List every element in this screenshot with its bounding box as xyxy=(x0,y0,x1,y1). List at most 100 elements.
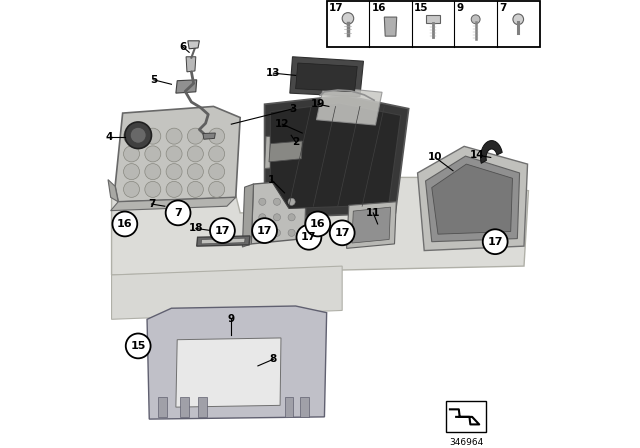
Text: 13: 13 xyxy=(266,68,281,78)
Polygon shape xyxy=(352,207,390,243)
Circle shape xyxy=(342,13,354,24)
Polygon shape xyxy=(296,63,357,92)
Text: 4: 4 xyxy=(106,133,113,142)
FancyBboxPatch shape xyxy=(326,1,540,47)
Circle shape xyxy=(130,127,146,143)
Text: 17: 17 xyxy=(335,228,350,238)
Polygon shape xyxy=(347,202,396,248)
Circle shape xyxy=(124,164,140,180)
Circle shape xyxy=(188,128,204,144)
Polygon shape xyxy=(252,180,307,244)
Text: 16: 16 xyxy=(117,219,132,229)
Circle shape xyxy=(288,214,295,221)
Circle shape xyxy=(288,229,295,237)
Circle shape xyxy=(125,122,152,149)
Polygon shape xyxy=(186,57,196,72)
Circle shape xyxy=(209,146,225,162)
Circle shape xyxy=(210,218,235,243)
Text: 15: 15 xyxy=(131,341,146,351)
Polygon shape xyxy=(188,41,200,49)
Circle shape xyxy=(125,333,150,358)
Circle shape xyxy=(288,198,295,205)
Circle shape xyxy=(209,164,225,180)
Circle shape xyxy=(166,181,182,198)
Polygon shape xyxy=(269,141,302,162)
Text: 17: 17 xyxy=(488,237,503,247)
Polygon shape xyxy=(417,146,527,250)
Text: 8: 8 xyxy=(270,354,277,364)
Circle shape xyxy=(145,128,161,144)
Text: 14: 14 xyxy=(470,150,484,160)
Circle shape xyxy=(483,229,508,254)
Polygon shape xyxy=(108,180,118,202)
Polygon shape xyxy=(196,236,250,246)
Polygon shape xyxy=(176,338,281,407)
Text: 17: 17 xyxy=(257,226,272,236)
Text: 10: 10 xyxy=(428,152,442,163)
Circle shape xyxy=(166,128,182,144)
Circle shape xyxy=(259,229,266,237)
Text: 18: 18 xyxy=(189,224,203,233)
Text: 15: 15 xyxy=(414,3,429,13)
Bar xyxy=(180,397,189,417)
Circle shape xyxy=(305,211,330,237)
Text: 19: 19 xyxy=(310,99,325,109)
FancyBboxPatch shape xyxy=(426,15,440,23)
Circle shape xyxy=(259,198,266,205)
Circle shape xyxy=(273,198,280,205)
Bar xyxy=(285,397,293,417)
FancyBboxPatch shape xyxy=(446,401,486,432)
Circle shape xyxy=(209,128,225,144)
Text: 2: 2 xyxy=(292,137,300,147)
Bar xyxy=(300,397,309,417)
Polygon shape xyxy=(201,238,245,244)
Polygon shape xyxy=(264,95,409,217)
Text: 17: 17 xyxy=(301,232,317,242)
Polygon shape xyxy=(290,57,364,97)
Polygon shape xyxy=(316,86,382,125)
Polygon shape xyxy=(111,198,236,211)
Polygon shape xyxy=(115,107,240,202)
Circle shape xyxy=(166,200,191,225)
Circle shape xyxy=(145,181,161,198)
Text: 3: 3 xyxy=(290,103,297,114)
Text: 17: 17 xyxy=(214,226,230,236)
Polygon shape xyxy=(426,156,520,242)
Circle shape xyxy=(124,181,140,198)
Circle shape xyxy=(273,229,280,237)
Polygon shape xyxy=(270,103,401,208)
Circle shape xyxy=(188,146,204,162)
Circle shape xyxy=(513,14,524,25)
Circle shape xyxy=(209,181,225,198)
Polygon shape xyxy=(176,80,196,93)
Bar xyxy=(158,397,167,417)
Polygon shape xyxy=(384,17,397,36)
Text: 9: 9 xyxy=(456,3,464,13)
Circle shape xyxy=(471,15,480,24)
Circle shape xyxy=(330,220,355,245)
Bar xyxy=(198,397,207,417)
Text: 5: 5 xyxy=(150,75,157,85)
Text: 7: 7 xyxy=(499,3,506,13)
Circle shape xyxy=(188,181,204,198)
Text: 9: 9 xyxy=(228,314,235,324)
Circle shape xyxy=(166,164,182,180)
Circle shape xyxy=(145,146,161,162)
Polygon shape xyxy=(111,266,342,319)
Polygon shape xyxy=(111,177,529,275)
Text: 6: 6 xyxy=(179,42,186,52)
Text: 16: 16 xyxy=(310,219,326,229)
Text: 16: 16 xyxy=(371,3,386,13)
Circle shape xyxy=(188,164,204,180)
Circle shape xyxy=(252,218,277,243)
Text: 11: 11 xyxy=(366,208,380,218)
Circle shape xyxy=(273,214,280,221)
Text: 7: 7 xyxy=(148,199,155,209)
Circle shape xyxy=(296,225,321,250)
Text: 12: 12 xyxy=(275,119,289,129)
Circle shape xyxy=(113,211,138,237)
Text: 346964: 346964 xyxy=(449,438,483,447)
Text: 17: 17 xyxy=(329,3,344,13)
Circle shape xyxy=(145,164,161,180)
Circle shape xyxy=(166,146,182,162)
